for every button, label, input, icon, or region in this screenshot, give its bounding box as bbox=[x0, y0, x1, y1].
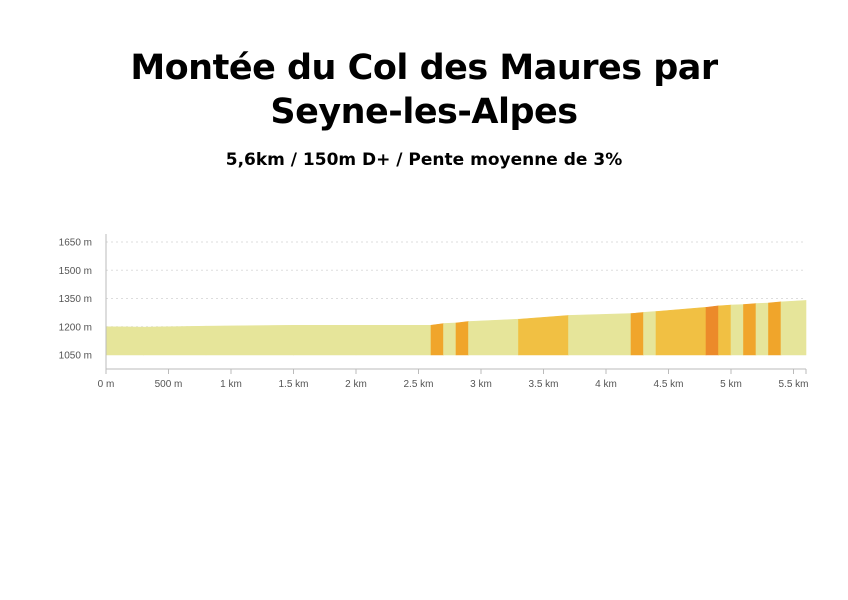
x-tick-label: 0 m bbox=[98, 379, 115, 390]
profile-segment bbox=[518, 315, 569, 356]
y-tick-label: 1350 m bbox=[59, 294, 92, 305]
profile-segment bbox=[718, 304, 732, 356]
profile-segment bbox=[105, 326, 144, 356]
x-tick-label: 2.5 km bbox=[403, 379, 433, 390]
x-tick-label: 1 km bbox=[220, 379, 242, 390]
profile-segment bbox=[455, 321, 469, 356]
x-tick-label: 2 km bbox=[345, 379, 367, 390]
profile-segment bbox=[568, 313, 632, 356]
profile-segment bbox=[293, 324, 357, 356]
profile-segment bbox=[730, 304, 744, 356]
y-tick-label: 1050 m bbox=[59, 351, 92, 362]
profile-segment bbox=[443, 322, 457, 356]
profile-segment bbox=[780, 300, 807, 356]
profile-segment bbox=[205, 324, 294, 356]
y-tick-label: 1200 m bbox=[59, 322, 92, 333]
profile-segment bbox=[705, 305, 719, 356]
x-tick-label: 1.5 km bbox=[278, 379, 308, 390]
x-tick-label: 5 km bbox=[720, 379, 742, 390]
profile-area-layer bbox=[105, 300, 807, 356]
x-tick-label: 4 km bbox=[595, 379, 617, 390]
axis-layer: 1050 m 1200 m 1350 m 1500 m 1650 m 0 m 500 m 1 … bbox=[59, 234, 809, 390]
x-tick-label: 4.5 km bbox=[653, 379, 683, 390]
profile-segment bbox=[768, 301, 782, 356]
x-tick-label: 3 km bbox=[470, 379, 492, 390]
profile-segment bbox=[655, 307, 707, 356]
y-tick-label: 1500 m bbox=[59, 266, 92, 277]
x-tick-label: 3.5 km bbox=[528, 379, 558, 390]
profile-segment bbox=[755, 302, 769, 356]
x-tick-label: 5.5 km bbox=[778, 379, 808, 390]
profile-segment bbox=[143, 325, 207, 356]
profile-segment bbox=[355, 324, 432, 356]
profile-segment bbox=[630, 312, 644, 356]
title-line-2: Seyne-les-Alpes bbox=[270, 92, 578, 132]
profile-segment bbox=[468, 318, 519, 356]
profile-segment bbox=[430, 323, 444, 356]
profile-segment bbox=[743, 303, 757, 356]
y-tick-label: 1650 m bbox=[59, 238, 92, 249]
page-subtitle: 5,6km / 150m D+ / Pente moyenne de 3% bbox=[225, 150, 623, 170]
title-line-1: Montée du Col des Maures par bbox=[130, 48, 718, 88]
x-tick-label: 500 m bbox=[155, 379, 183, 390]
profile-segment bbox=[643, 311, 657, 356]
page-title: Montée du Col des Maures par Seyne-les-A… bbox=[0, 46, 848, 134]
